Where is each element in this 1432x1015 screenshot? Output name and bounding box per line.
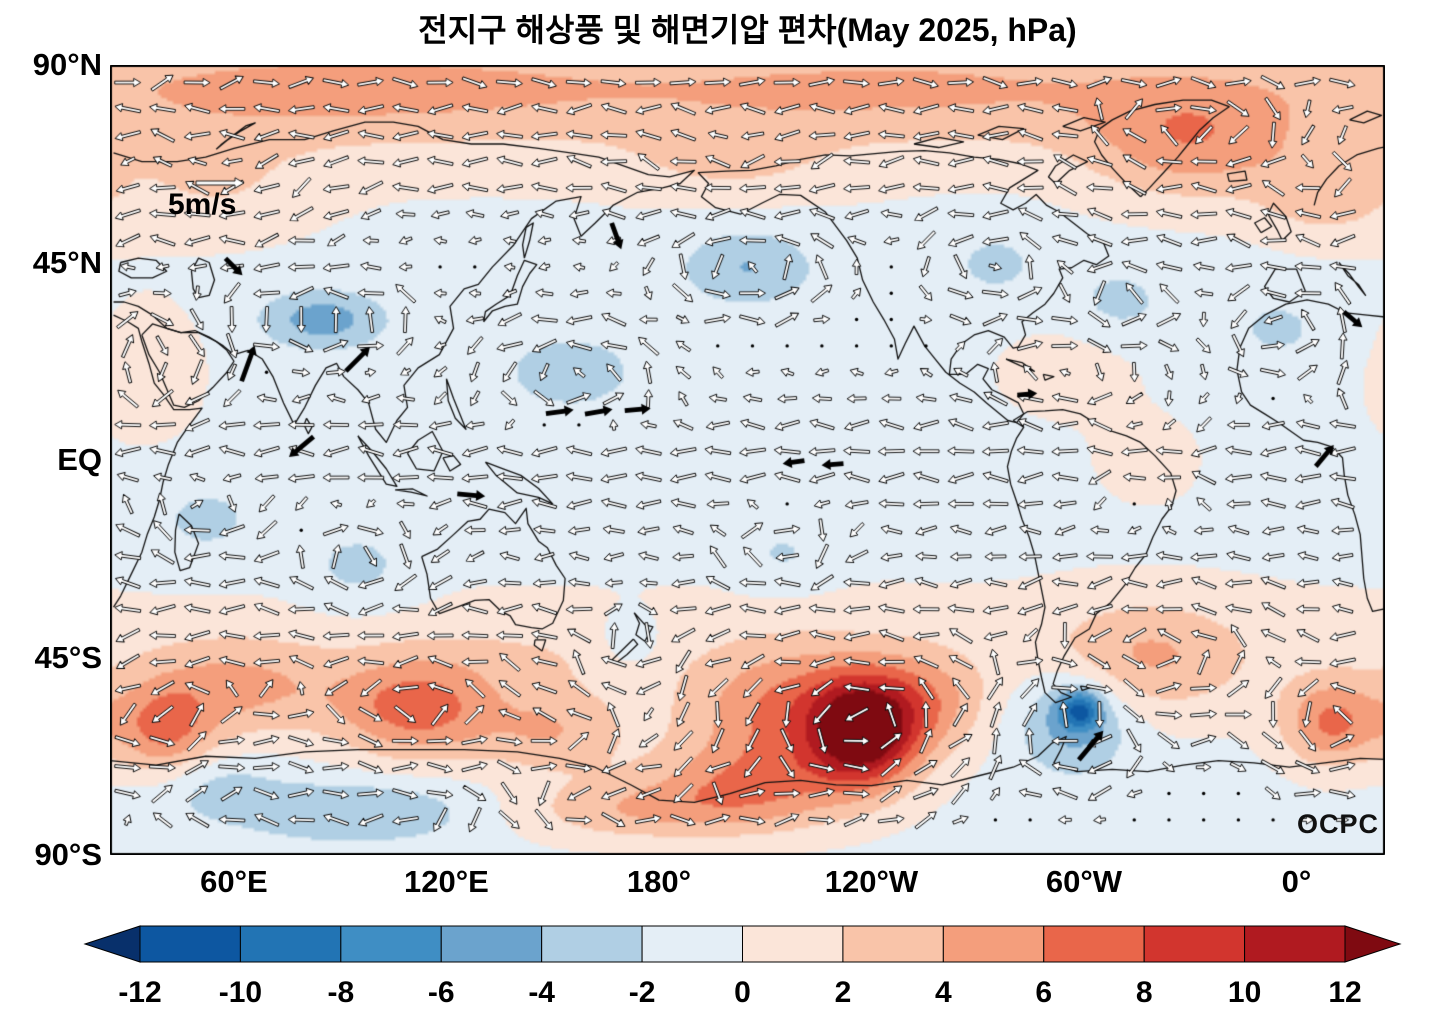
colorbar-tick-label: -4 bbox=[528, 976, 555, 1009]
colorbar-tick-label: 10 bbox=[1228, 976, 1261, 1009]
colorbar-segment bbox=[1143, 925, 1246, 963]
colorbar-tick-label: -2 bbox=[629, 976, 656, 1009]
colorbar-tick-label: 4 bbox=[935, 976, 952, 1009]
lon-tick-label: 180° bbox=[626, 864, 692, 899]
colorbar-segment bbox=[139, 925, 241, 963]
lon-tick-label: 0° bbox=[1281, 864, 1312, 899]
lat-tick-label: 45°N bbox=[32, 244, 102, 280]
lat-tick-label: 90°S bbox=[34, 837, 102, 872]
colorbar-tick-label: -6 bbox=[428, 976, 455, 1009]
colorbar-segment bbox=[1344, 925, 1402, 963]
chart-title: 전지구 해상풍 및 해면기압 편차(May 2025, hPa) bbox=[418, 12, 1077, 48]
colorbar-segment bbox=[842, 925, 944, 963]
colorbar-tick-label: 0 bbox=[734, 976, 751, 1009]
watermark-logo: OCPC bbox=[1297, 809, 1380, 839]
lon-tick-label: 60°E bbox=[200, 864, 268, 899]
colorbar-tick-label: 6 bbox=[1035, 976, 1052, 1009]
colorbar-segment bbox=[239, 925, 342, 963]
colorbar-segment bbox=[541, 925, 643, 963]
map-canvas bbox=[110, 65, 1385, 855]
colorbar-segment bbox=[340, 925, 442, 963]
colorbar-segment bbox=[440, 925, 543, 963]
lat-tick-label: 90°N bbox=[32, 47, 102, 82]
colorbar-tick-label: 2 bbox=[835, 976, 852, 1009]
colorbar-segment bbox=[83, 925, 141, 963]
wind-reference-label: 5m/s bbox=[168, 188, 237, 221]
lat-tick-label: 45°S bbox=[34, 639, 102, 675]
colorbar-tick-label: -8 bbox=[327, 976, 354, 1009]
colorbar: -12 -10 -8 -6 -4 -2 0 2 4 6 8 10 12 bbox=[83, 925, 1402, 1009]
lon-tick-label: 60°W bbox=[1045, 864, 1123, 899]
colorbar-segment bbox=[641, 925, 743, 963]
colorbar-tick-label: 8 bbox=[1136, 976, 1153, 1009]
colorbar-segment bbox=[742, 925, 844, 963]
colorbar-segment bbox=[942, 925, 1045, 963]
colorbar-segment bbox=[1244, 925, 1346, 963]
colorbar-tick-label: 12 bbox=[1328, 976, 1361, 1009]
colorbar-tick-label: -12 bbox=[118, 976, 161, 1009]
lon-tick-label: 120°W bbox=[824, 864, 919, 899]
colorbar-tick-label: -10 bbox=[219, 976, 262, 1009]
colorbar-segment bbox=[1043, 925, 1145, 963]
lon-tick-label: 120°E bbox=[404, 864, 489, 899]
lat-tick-label: EQ bbox=[57, 442, 102, 477]
